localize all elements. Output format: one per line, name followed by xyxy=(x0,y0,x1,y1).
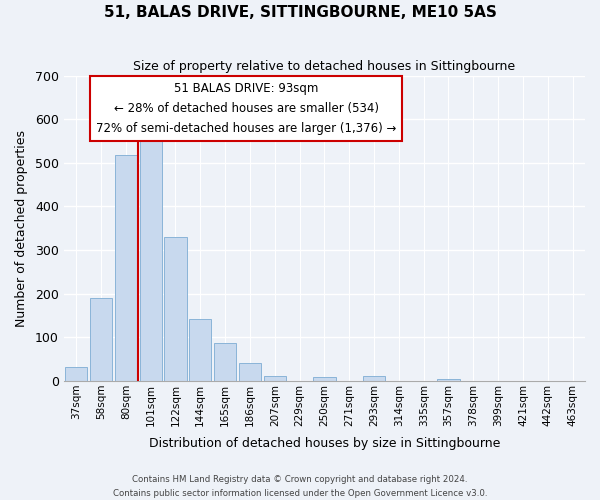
Bar xyxy=(65,366,88,381)
Bar xyxy=(164,238,187,381)
Bar xyxy=(263,376,286,381)
Bar xyxy=(239,363,261,381)
Text: 51 BALAS DRIVE: 93sqm
← 28% of detached houses are smaller (534)
72% of semi-det: 51 BALAS DRIVE: 93sqm ← 28% of detached … xyxy=(96,82,397,134)
Bar xyxy=(115,154,137,381)
Text: 51, BALAS DRIVE, SITTINGBOURNE, ME10 5AS: 51, BALAS DRIVE, SITTINGBOURNE, ME10 5AS xyxy=(104,5,496,20)
Bar xyxy=(363,376,385,381)
Bar xyxy=(437,379,460,381)
Bar xyxy=(90,298,112,381)
X-axis label: Distribution of detached houses by size in Sittingbourne: Distribution of detached houses by size … xyxy=(149,437,500,450)
Bar xyxy=(313,377,335,381)
Text: Contains HM Land Registry data © Crown copyright and database right 2024.
Contai: Contains HM Land Registry data © Crown c… xyxy=(113,476,487,498)
Bar xyxy=(140,138,162,381)
Title: Size of property relative to detached houses in Sittingbourne: Size of property relative to detached ho… xyxy=(133,60,515,73)
Bar xyxy=(189,318,211,381)
Y-axis label: Number of detached properties: Number of detached properties xyxy=(15,130,28,327)
Bar xyxy=(214,343,236,381)
